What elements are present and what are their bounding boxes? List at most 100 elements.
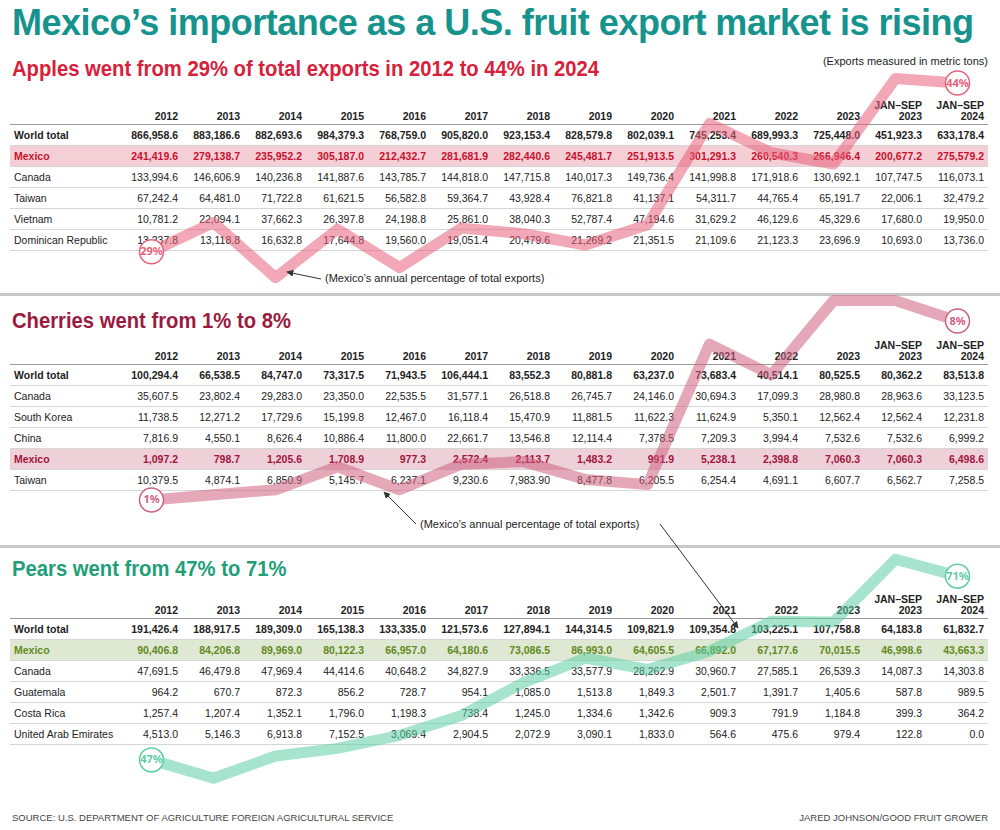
html-text:Vietnam: Vietnam [14, 212, 53, 225]
html-text:45,329.6: 45,329.6 [819, 212, 860, 225]
html-text:71,722.8: 71,722.8 [261, 191, 302, 204]
html-text:17,680.0: 17,680.0 [881, 212, 922, 225]
html-text:282,440.6: 282,440.6 [503, 149, 550, 162]
html-text:305,187.0: 305,187.0 [317, 149, 364, 162]
html-text:Apples went from 29% of total: Apples went from 29% of total exports in… [12, 56, 600, 81]
html-text:Mexico’s importance as a U.S.: Mexico’s importance as a U.S. fruit expo… [12, 2, 974, 43]
html-text:Cherries went from 1% to 8%: Cherries went from 1% to 8% [12, 308, 291, 333]
html-text:768,759.0: 768,759.0 [379, 128, 426, 141]
html-text:20,479.6: 20,479.6 [509, 233, 550, 246]
html-text:Mexico: Mexico [14, 149, 50, 162]
html-text:147,715.8: 147,715.8 [503, 170, 550, 183]
html-text:212,432.7: 212,432.7 [379, 149, 426, 162]
html-text:JAN–SEP 2024: JAN–SEP 2024 [936, 339, 984, 362]
html-text:64,481.0: 64,481.0 [199, 191, 240, 204]
html-text:JAN–SEP 2023: JAN–SEP 2023 [874, 593, 922, 616]
html-text:37,662.3: 37,662.3 [261, 212, 302, 225]
html-text:107,747.5: 107,747.5 [875, 170, 922, 183]
html-text:13,118.8: 13,118.8 [199, 233, 240, 246]
html-text:984,379.3: 984,379.3 [317, 128, 364, 141]
html-text:689,993.3: 689,993.3 [751, 128, 798, 141]
html-text:19,560.0: 19,560.0 [385, 233, 426, 246]
html-text:25,861.0: 25,861.0 [447, 212, 488, 225]
html-text:200,677.2: 200,677.2 [875, 149, 922, 162]
svg-text:71%: 71% [946, 568, 969, 583]
html-text:31,629.2: 31,629.2 [695, 212, 736, 225]
html-text:41,137.1: 41,137.1 [633, 191, 674, 204]
html-text:905,820.0: 905,820.0 [441, 128, 488, 141]
html-text:301,291.3: 301,291.3 [689, 149, 736, 162]
html-text:171,918.6: 171,918.6 [751, 170, 798, 183]
html-text:JAN–SEP 2024: JAN–SEP 2024 [936, 593, 984, 616]
html-text:22,006.1: 22,006.1 [881, 191, 922, 204]
html-text:54,311.7: 54,311.7 [695, 191, 736, 204]
html-text:19,950.0: 19,950.0 [943, 212, 984, 225]
html-text:World total: World total [14, 128, 69, 141]
html-text:47,194.6: 47,194.6 [633, 212, 674, 225]
html-text:52,787.4: 52,787.4 [571, 212, 612, 225]
html-text:260,540.3: 260,540.3 [751, 149, 798, 162]
html-text:725,448.0: 725,448.0 [813, 128, 860, 141]
html-text:65,191.7: 65,191.7 [819, 191, 860, 204]
html-text:140,236.8: 140,236.8 [255, 170, 302, 183]
html-text:140,017.3: 140,017.3 [565, 170, 612, 183]
html-text:141,998.8: 141,998.8 [689, 170, 736, 183]
html-text:251,913.5: 251,913.5 [627, 149, 674, 162]
svg-text:1%: 1% [143, 491, 159, 506]
html-text:828,579.8: 828,579.8 [565, 128, 612, 141]
html-text:32,479.2: 32,479.2 [943, 191, 984, 204]
html-text:923,153.4: 923,153.4 [503, 128, 550, 141]
svg-text:29%: 29% [140, 243, 163, 258]
html-text:281,681.9: 281,681.9 [441, 149, 488, 162]
html-text:Taiwan: Taiwan [14, 191, 47, 204]
html-text:21,269.2: 21,269.2 [571, 233, 612, 246]
svg-text:47%: 47% [140, 751, 163, 766]
html-text:144,818.0: 144,818.0 [441, 170, 488, 183]
html-text:133,994.6: 133,994.6 [131, 170, 178, 183]
html-text:Dominican Republic: Dominican Republic [14, 233, 108, 246]
html-text:802,039.1: 802,039.1 [627, 128, 674, 141]
html-text:141,887.6: 141,887.6 [317, 170, 364, 183]
html-text:44,765.4: 44,765.4 [757, 191, 798, 204]
html-text:266,946.4: 266,946.4 [813, 149, 860, 162]
html-text:43,928.4: 43,928.4 [509, 191, 550, 204]
html-text:26,397.8: 26,397.8 [323, 212, 364, 225]
html-text:451,923.3: 451,923.3 [875, 128, 922, 141]
html-text:56,582.8: 56,582.8 [385, 191, 426, 204]
html-text:46,129.6: 46,129.6 [757, 212, 798, 225]
html-text:Canada: Canada [14, 170, 51, 183]
html-text:16,632.8: 16,632.8 [261, 233, 302, 246]
html-text:67,242.4: 67,242.4 [137, 191, 178, 204]
html-text:38,040.3: 38,040.3 [509, 212, 550, 225]
html-text:275,579.2: 275,579.2 [937, 149, 984, 162]
html-text:149,736.4: 149,736.4 [627, 170, 674, 183]
html-text:116,073.1: 116,073.1 [938, 170, 984, 183]
html-text:241,419.6: 241,419.6 [131, 149, 178, 162]
html-text:143,785.7: 143,785.7 [379, 170, 426, 183]
html-text:279,138.7: 279,138.7 [193, 149, 240, 162]
svg-text:8%: 8% [949, 313, 965, 328]
html-text:JAN–SEP 2023: JAN–SEP 2023 [874, 99, 922, 122]
svg-text:44%: 44% [946, 75, 969, 90]
html-text:61,621.5: 61,621.5 [323, 191, 364, 204]
html-text:235,952.2: 235,952.2 [255, 149, 302, 162]
html-text:19,051.4: 19,051.4 [447, 233, 488, 246]
html-text:24,198.8: 24,198.8 [385, 212, 426, 225]
html-text:JAN–SEP 2024: JAN–SEP 2024 [936, 99, 984, 122]
html-text:745,253.4: 745,253.4 [689, 128, 736, 141]
html-text:633,178.4: 633,178.4 [937, 128, 984, 141]
html-text:Pears went from 47% to 71%: Pears went from 47% to 71% [12, 556, 287, 581]
html-text:22,094.1: 22,094.1 [199, 212, 240, 225]
html-text:13,237.8: 13,237.8 [137, 233, 178, 246]
html-text:882,693.6: 882,693.6 [255, 128, 302, 141]
html-text:245,481.7: 245,481.7 [565, 149, 612, 162]
html-text:883,186.6: 883,186.6 [193, 128, 240, 141]
html-text:JAN–SEP 2023: JAN–SEP 2023 [874, 339, 922, 362]
html-text:17,644.8: 17,644.8 [323, 233, 364, 246]
html-text:76,821.8: 76,821.8 [571, 191, 612, 204]
html-text:10,781.2: 10,781.2 [137, 212, 178, 225]
html-text:130,692.1: 130,692.1 [813, 170, 860, 183]
html-text:59,364.7: 59,364.7 [447, 191, 488, 204]
html-text:866,958.6: 866,958.6 [131, 128, 178, 141]
html-text:146,606.9: 146,606.9 [193, 170, 240, 183]
